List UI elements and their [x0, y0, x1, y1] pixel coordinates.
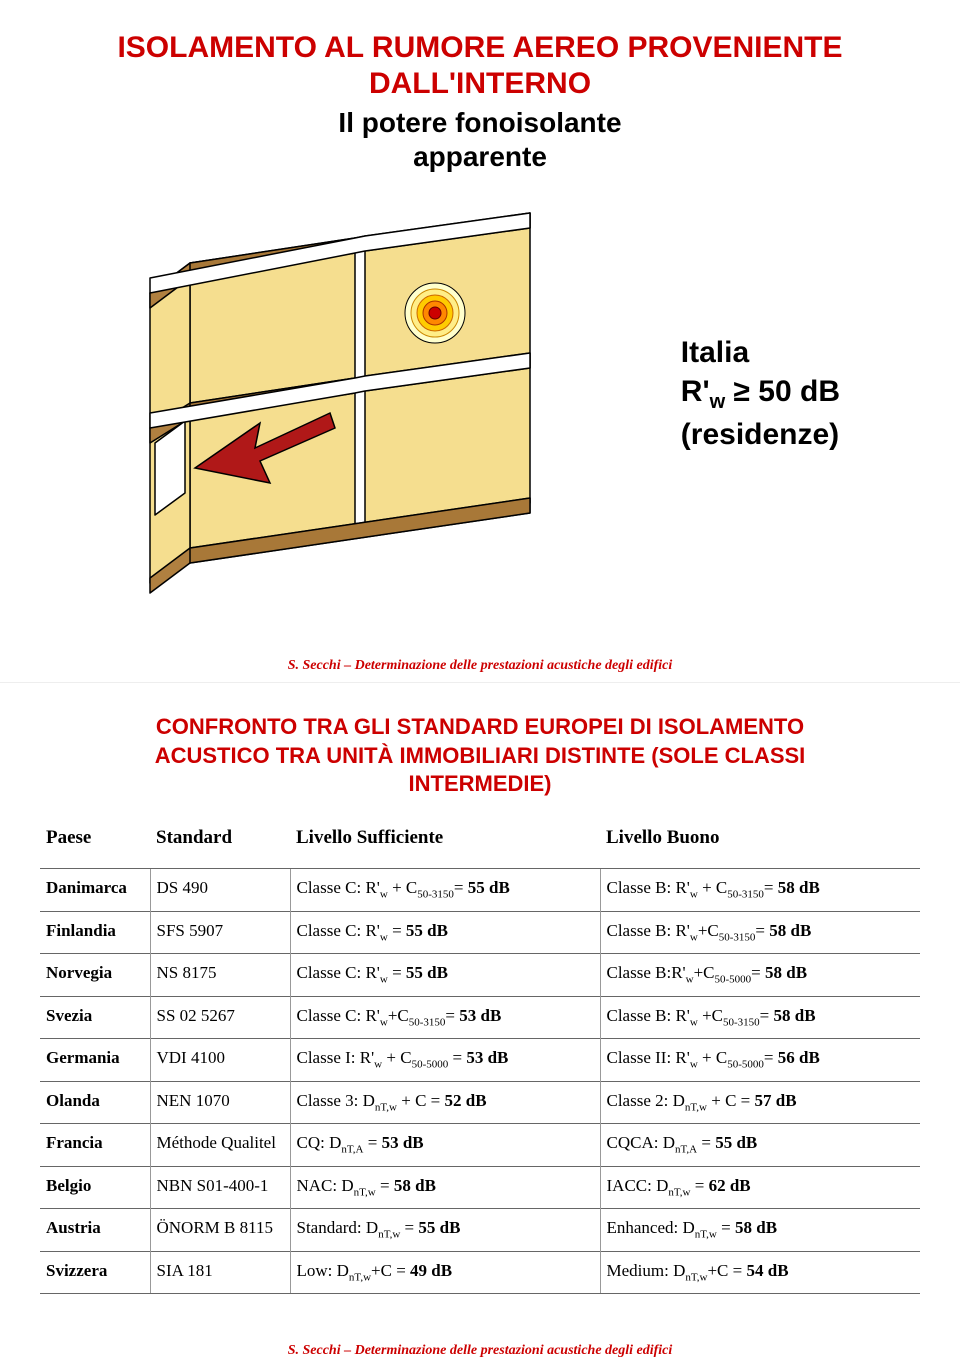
diagram-area: Italia R'w ≥ 50 dB (residenze)	[40, 183, 920, 633]
cell-paese: Finlandia	[40, 911, 150, 953]
table-row: SvizzeraSIA 181Low: DnT,w+C = 49 dBMediu…	[40, 1251, 920, 1293]
table-row: FranciaMéthode QualitelCQ: DnT,A = 53 dB…	[40, 1124, 920, 1166]
cell-standard: ÖNORM B 8115	[150, 1209, 290, 1251]
table-header-row: Paese Standard Livello Sufficiente Livel…	[40, 819, 920, 857]
cell-standard: DS 490	[150, 869, 290, 911]
cell-sufficiente: Classe C: R'w+C50-3150= 53 dB	[290, 996, 600, 1038]
slide1-title: ISOLAMENTO AL RUMORE AEREO PROVENIENTE D…	[40, 30, 920, 102]
title2-line1: CONFRONTO TRA GLI STANDARD EUROPEI DI IS…	[156, 714, 804, 739]
col-buono: Livello Buono	[600, 819, 920, 857]
sound-source-icon	[405, 283, 465, 343]
cell-standard: Méthode Qualitel	[150, 1124, 290, 1166]
italia-label: Italia	[681, 333, 840, 372]
table-row: GermaniaVDI 4100Classe I: R'w + C50-5000…	[40, 1039, 920, 1081]
italia-requirement: Italia R'w ≥ 50 dB (residenze)	[681, 333, 840, 454]
italia-residenze: (residenze)	[681, 415, 840, 454]
table-row: BelgioNBN S01-400-1NAC: DnT,w = 58 dBIAC…	[40, 1166, 920, 1208]
cell-sufficiente: Classe C: R'w + C50-3150= 55 dB	[290, 869, 600, 911]
cell-standard: NBN S01-400-1	[150, 1166, 290, 1208]
cell-buono: Classe B: R'w + C50-3150= 58 dB	[600, 869, 920, 911]
cell-standard: VDI 4100	[150, 1039, 290, 1081]
col-sufficiente: Livello Sufficiente	[290, 819, 600, 857]
col-standard: Standard	[150, 819, 290, 857]
cell-paese: Svizzera	[40, 1251, 150, 1293]
title2-line3: INTERMEDIE)	[409, 771, 552, 796]
cell-buono: Classe II: R'w + C50-5000= 56 dB	[600, 1039, 920, 1081]
standards-table: Paese Standard Livello Sufficiente Livel…	[40, 819, 920, 1294]
slide2-title: CONFRONTO TRA GLI STANDARD EUROPEI DI IS…	[40, 713, 920, 799]
cell-sufficiente: CQ: DnT,A = 53 dB	[290, 1124, 600, 1166]
title-line1: ISOLAMENTO AL RUMORE AEREO PROVENIENTE	[117, 31, 842, 64]
cell-paese: Svezia	[40, 996, 150, 1038]
cell-standard: NEN 1070	[150, 1081, 290, 1123]
cell-buono: Enhanced: DnT,w = 58 dB	[600, 1209, 920, 1251]
cell-paese: Danimarca	[40, 869, 150, 911]
table-body: DanimarcaDS 490Classe C: R'w + C50-3150=…	[40, 869, 920, 1294]
slide2-footer: S. Secchi – Determinazione delle prestaz…	[0, 1343, 960, 1359]
cell-sufficiente: Classe I: R'w + C50-5000 = 53 dB	[290, 1039, 600, 1081]
cell-sufficiente: Low: DnT,w+C = 49 dB	[290, 1251, 600, 1293]
cell-buono: Classe 2: DnT,w + C = 57 dB	[600, 1081, 920, 1123]
slide-1: ISOLAMENTO AL RUMORE AEREO PROVENIENTE D…	[0, 0, 960, 683]
title2-line2: ACUSTICO TRA UNITÀ IMMOBILIARI DISTINTE …	[155, 743, 806, 768]
table-row: OlandaNEN 1070Classe 3: DnT,w + C = 52 d…	[40, 1081, 920, 1123]
cell-sufficiente: Standard: DnT,w = 55 dB	[290, 1209, 600, 1251]
table-row: FinlandiaSFS 5907Classe C: R'w = 55 dBCl…	[40, 911, 920, 953]
cell-paese: Norvegia	[40, 954, 150, 996]
slide-2: CONFRONTO TRA GLI STANDARD EUROPEI DI IS…	[0, 683, 960, 1367]
cell-paese: Austria	[40, 1209, 150, 1251]
slide1-footer: S. Secchi – Determinazione delle prestaz…	[0, 658, 960, 674]
cell-paese: Francia	[40, 1124, 150, 1166]
cell-buono: Medium: DnT,w+C = 54 dB	[600, 1251, 920, 1293]
cell-paese: Belgio	[40, 1166, 150, 1208]
cell-sufficiente: Classe 3: DnT,w + C = 52 dB	[290, 1081, 600, 1123]
title-line2: DALL'INTERNO	[369, 67, 591, 100]
cell-standard: SS 02 5267	[150, 996, 290, 1038]
col-paese: Paese	[40, 819, 150, 857]
cell-buono: IACC: DnT,w = 62 dB	[600, 1166, 920, 1208]
cell-buono: Classe B: R'w+C50-3150= 58 dB	[600, 911, 920, 953]
subtitle-line1: Il potere fonoisolante	[338, 107, 621, 138]
table-row: AustriaÖNORM B 8115Standard: DnT,w = 55 …	[40, 1209, 920, 1251]
table-row: NorvegiaNS 8175Classe C: R'w = 55 dBClas…	[40, 954, 920, 996]
subtitle-line2: apparente	[413, 141, 547, 172]
table-row: SveziaSS 02 5267Classe C: R'w+C50-3150= …	[40, 996, 920, 1038]
cell-paese: Olanda	[40, 1081, 150, 1123]
cell-buono: Classe B:R'w+C50-5000= 58 dB	[600, 954, 920, 996]
building-diagram	[100, 193, 560, 613]
cell-buono: CQCA: DnT,A = 55 dB	[600, 1124, 920, 1166]
cell-buono: Classe B: R'w +C50-3150= 58 dB	[600, 996, 920, 1038]
table-row: DanimarcaDS 490Classe C: R'w + C50-3150=…	[40, 869, 920, 911]
cell-standard: SFS 5907	[150, 911, 290, 953]
italia-formula: R'w ≥ 50 dB	[681, 372, 840, 415]
cell-sufficiente: Classe C: R'w = 55 dB	[290, 954, 600, 996]
cell-paese: Germania	[40, 1039, 150, 1081]
cell-sufficiente: NAC: DnT,w = 58 dB	[290, 1166, 600, 1208]
slide1-subtitle: Il potere fonoisolante apparente	[40, 106, 920, 173]
cell-standard: SIA 181	[150, 1251, 290, 1293]
cell-sufficiente: Classe C: R'w = 55 dB	[290, 911, 600, 953]
cell-standard: NS 8175	[150, 954, 290, 996]
